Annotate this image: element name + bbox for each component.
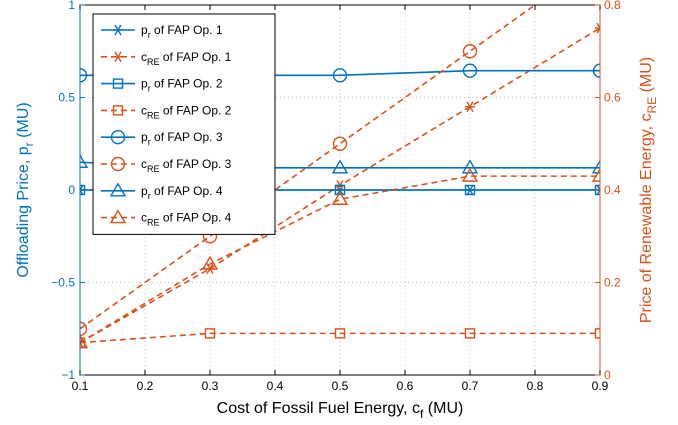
left-y-tick-label: 1: [68, 0, 75, 12]
legend-box: [92, 13, 276, 235]
data-point: [204, 328, 216, 339]
data-point: [331, 190, 349, 205]
x-tick-label: 0.9: [592, 379, 609, 393]
x-tick-label: 0.6: [397, 379, 414, 393]
data-point: [332, 136, 348, 151]
left-y-tick-label: 0.5: [58, 91, 75, 105]
data-point: [461, 159, 479, 174]
legend-marker: [109, 209, 127, 224]
legend-label: cRE of FAP Op. 3: [141, 157, 232, 174]
data-point: [462, 44, 478, 59]
legend-item: pr of FAP Op. 2: [101, 77, 223, 94]
legend-marker: [110, 156, 126, 172]
left-y-tick-label: −0.5: [51, 276, 75, 290]
legend-item: cRE of FAP Op. 1: [101, 50, 232, 67]
legend-label: pr of FAP Op. 3: [141, 130, 223, 147]
legend-label: cRE of FAP Op. 4: [141, 211, 232, 228]
legend-item: cRE of FAP Op. 2: [101, 103, 232, 120]
legend-marker: [112, 105, 124, 116]
legend-label: cRE of FAP Op. 2: [141, 103, 232, 120]
x-tick-label: 0.2: [137, 379, 154, 393]
legend-label: pr of FAP Op. 4: [141, 184, 223, 201]
data-point: [462, 63, 478, 78]
legend-marker: [112, 78, 124, 89]
series-line: [80, 5, 537, 330]
left-y-tick-label: −1: [61, 368, 75, 382]
x-tick-label: 0.8: [527, 379, 544, 393]
legend-marker: [110, 129, 126, 145]
series-line: [80, 332, 600, 344]
data-point: [334, 184, 346, 196]
x-tick-label: 0.3: [202, 379, 219, 393]
data-point: [80, 153, 89, 168]
right-y-tick-label: 0: [604, 368, 611, 382]
data-point: [592, 63, 600, 78]
legend-marker: [113, 51, 123, 63]
x-tick-label: 0.7: [462, 379, 479, 393]
data-point: [80, 68, 88, 83]
data-point: [595, 22, 600, 34]
legend-item: cRE of FAP Op. 3: [101, 156, 232, 174]
series-4: [80, 328, 600, 348]
legend-marker: [109, 182, 127, 197]
data-point: [594, 328, 600, 339]
right-y-tick-label: 0.6: [604, 91, 621, 105]
data-point: [80, 334, 89, 349]
legend-label: pr of FAP Op. 1: [141, 23, 223, 40]
data-point: [464, 184, 476, 196]
data-point: [461, 167, 479, 182]
legend-item: cRE of FAP Op. 4: [101, 209, 232, 228]
left-y-axis-label: Offloading Price, pr (MU): [15, 102, 36, 277]
right-y-tick-label: 0.2: [604, 276, 621, 290]
data-point: [334, 328, 346, 339]
data-point: [332, 68, 348, 83]
x-axis-label: Cost of Fossil Fuel Energy, cf (MU): [217, 400, 464, 421]
legend-marker: [113, 24, 123, 36]
data-point: [80, 321, 88, 336]
right-y-tick-label: 0.4: [604, 183, 621, 197]
right-y-tick-label: 0.8: [604, 0, 621, 12]
legend-label: cRE of FAP Op. 1: [141, 50, 232, 67]
series-8: [80, 167, 600, 349]
data-point: [591, 159, 600, 174]
axes: [79, 4, 601, 376]
tick-labels: 0.1 0.2 0.3 0.4 0.5 0.6 0.7 0.8 0.9 −1 −0.5 0 0.5 1 0 0…: [51, 0, 621, 393]
x-tick-label: 0.5: [332, 379, 349, 393]
legend-label: pr of FAP Op. 2: [141, 77, 223, 94]
legend: pr of FAP Op. 1 cRE of FAP Op. 1 pr of FAP…: [92, 13, 276, 235]
legend-item: pr of FAP Op. 3: [101, 129, 223, 147]
left-y-tick-label: 0: [68, 183, 75, 197]
data-point: [201, 255, 219, 270]
x-tick-label: 0.4: [267, 379, 284, 393]
data-point: [464, 328, 476, 339]
legend-item: pr of FAP Op. 4: [101, 182, 223, 201]
data-point: [591, 167, 600, 182]
series-line: [80, 175, 600, 344]
data-point: [331, 159, 349, 174]
x-tick-label: 0.1: [72, 379, 89, 393]
right-y-axis-label: Price of Renewable Energy, cRE (MU): [638, 57, 659, 323]
legend-item: pr of FAP Op. 1: [101, 23, 223, 40]
data-point: [465, 101, 475, 113]
